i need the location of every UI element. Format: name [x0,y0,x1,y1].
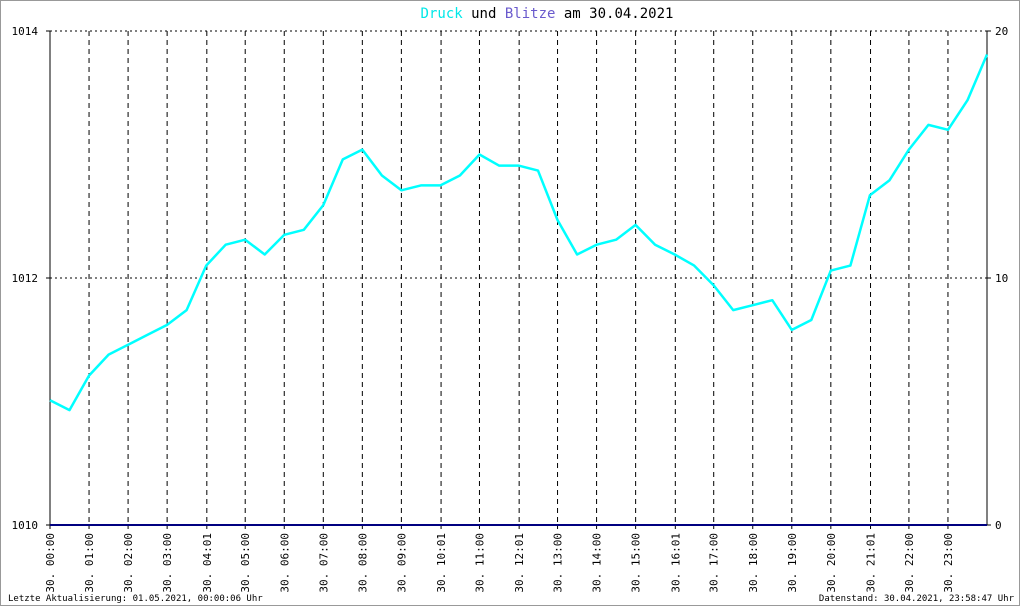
x-tick-label: 30. 22:00 [903,533,916,593]
x-tick-label: 30. 09:00 [395,533,408,593]
x-tick-label: 30. 05:00 [239,533,252,593]
footer-right: Datenstand: 30.04.2021, 23:58:47 Uhr [819,594,1015,604]
y-tick-label: 1014 [12,25,39,38]
series-line [49,54,989,412]
x-tick-label: 30. 02:00 [122,533,135,593]
x-tick-label: 30. 20:00 [825,533,838,593]
title-segment: Druck [421,6,464,22]
x-tick-label: 30. 00:00 [44,533,57,593]
x-tick-label: 30. 01:00 [83,533,96,593]
x-tick-label: 30. 12:01 [513,533,526,593]
y2-tick-label: 20 [995,25,1008,38]
x-tick-label: 30. 17:00 [708,533,721,593]
x-tick-label: 30. 07:00 [317,533,330,593]
title-segment: am 30.04.2021 [564,6,674,22]
title-segment: Blitze [505,6,556,22]
y2-tick-label: 10 [995,272,1008,285]
x-tick-label: 30. 03:00 [161,533,174,593]
x-tick-label: 30. 11:00 [473,533,486,593]
y-tick-label: 1012 [12,272,39,285]
x-tick-label: 30. 18:00 [747,533,760,593]
x-tick-label: 30. 16:01 [669,533,682,593]
title-segment: und [471,6,496,22]
y-tick-label: 1010 [12,519,39,532]
x-tick-label: 30. 08:00 [356,533,369,593]
x-tick-label: 30. 04:01 [201,533,214,593]
y2-tick-label: 0 [995,519,1002,532]
x-tick-label: 30. 06:00 [278,533,291,593]
footer-left: Letzte Aktualisierung: 01.05.2021, 00:00… [8,594,263,604]
chart-title: Druck und Blitze am 30.04.2021 [421,6,674,22]
x-tick-label: 30. 21:01 [865,533,878,593]
x-tick-label: 30. 10:01 [435,533,448,593]
x-tick-label: 30. 14:00 [591,533,604,593]
x-tick-label: 30. 19:00 [786,533,799,593]
x-tick-label: 30. 15:00 [630,533,643,593]
x-tick-label: 30. 23:00 [942,533,955,593]
x-tick-label: 30. 13:00 [552,533,565,593]
